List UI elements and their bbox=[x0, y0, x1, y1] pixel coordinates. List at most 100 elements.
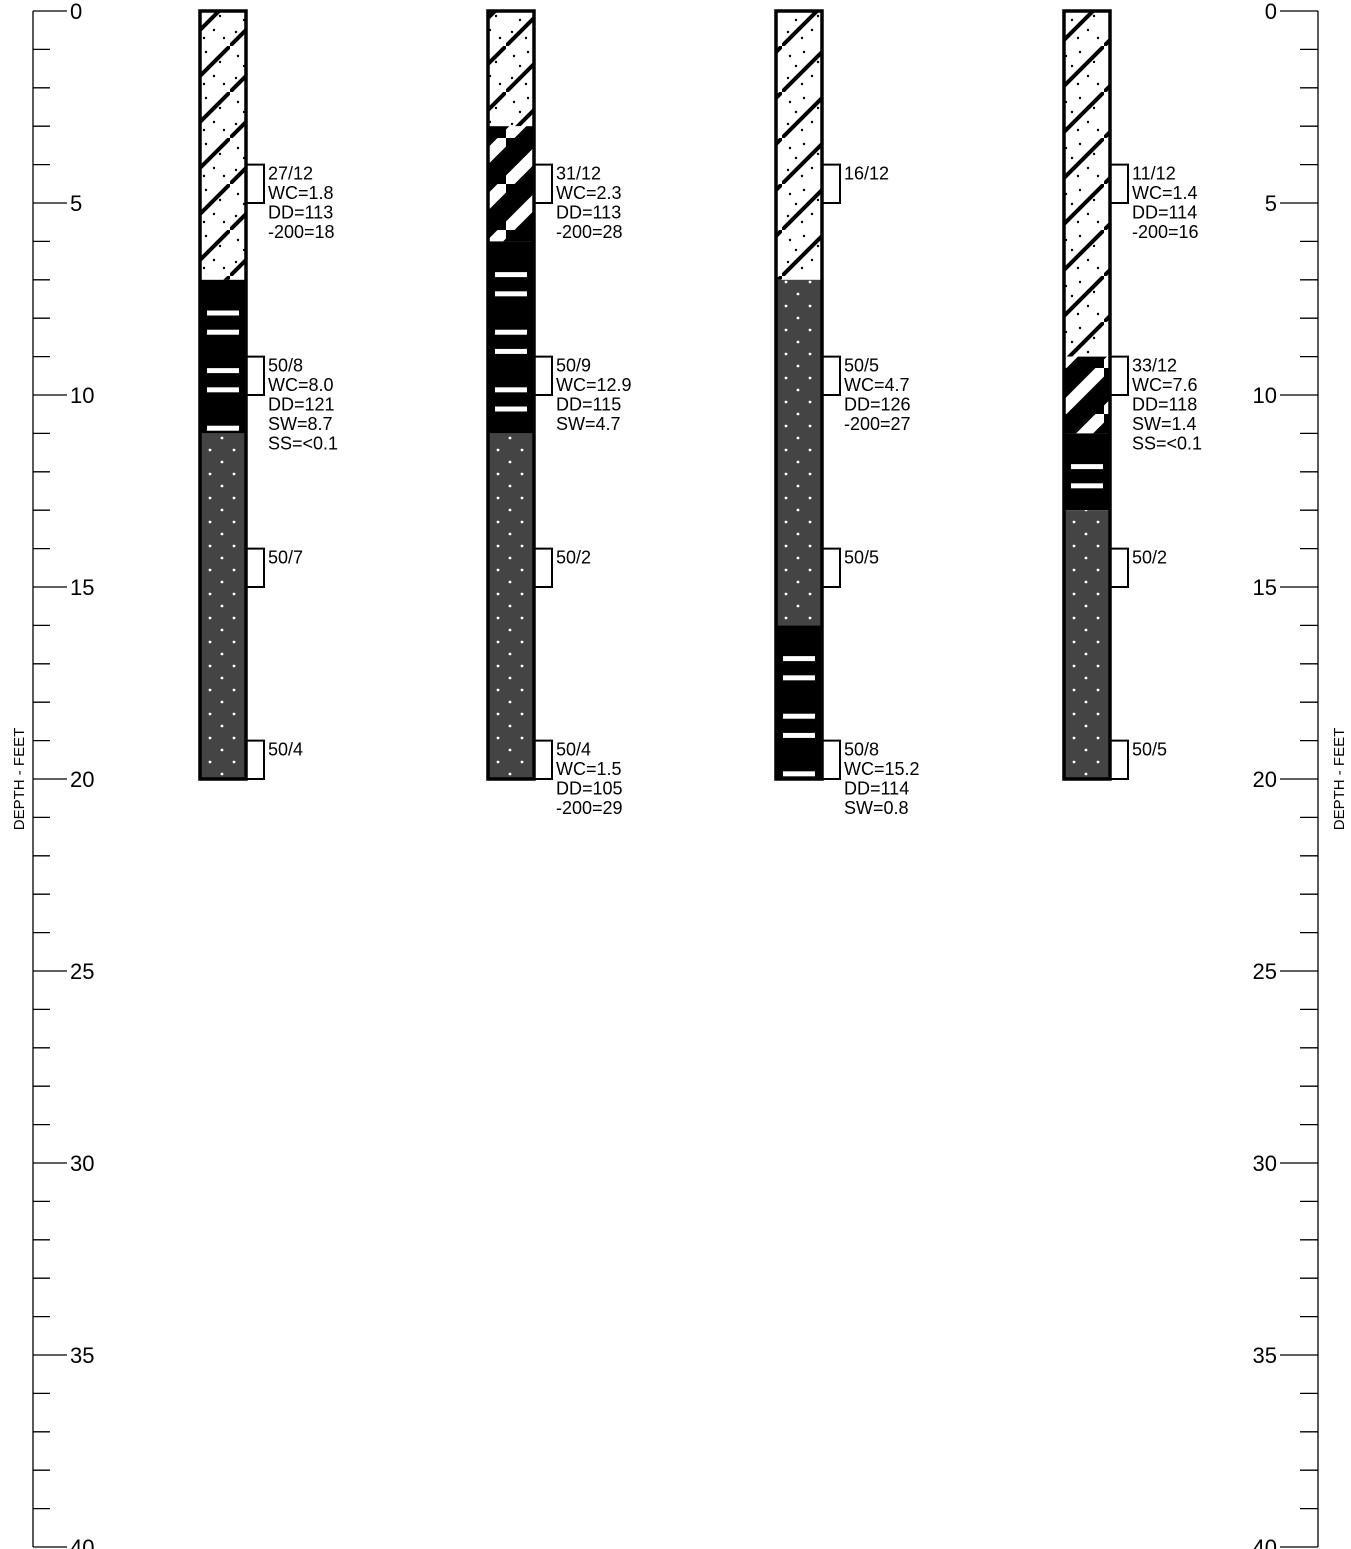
sample-bracket bbox=[822, 163, 841, 204]
tick-label-right: 5 bbox=[1265, 191, 1277, 216]
tick-label-right: 40 bbox=[1253, 1535, 1277, 1549]
blow-count-label: 50/4 bbox=[268, 740, 303, 760]
banding-bar bbox=[783, 713, 815, 719]
blow-count-label: 50/9 bbox=[556, 356, 591, 376]
tick-label-left: 15 bbox=[70, 575, 94, 600]
tick-label-right: 30 bbox=[1253, 1151, 1277, 1176]
banding-bar bbox=[207, 368, 239, 374]
lab-test-label: DD=113 bbox=[556, 203, 621, 223]
soil-layer-black-banded bbox=[1064, 433, 1110, 511]
soil-layer-hatch-dotted bbox=[200, 11, 246, 280]
soil-layer-hatch-dotted bbox=[776, 11, 822, 280]
lab-test-label: WC=1.8 bbox=[268, 183, 334, 203]
sample-bracket bbox=[246, 547, 265, 588]
banding-bar bbox=[207, 329, 239, 335]
sample-bracket bbox=[822, 547, 841, 588]
lab-test-label: WC=1.4 bbox=[1132, 183, 1198, 203]
tick-label-left: 5 bbox=[70, 191, 82, 216]
soil-layer-black-banded bbox=[200, 279, 246, 434]
tick-label-right: 0 bbox=[1265, 0, 1277, 24]
tick-label-left: 10 bbox=[70, 383, 94, 408]
lab-test-label: WC=1.5 bbox=[556, 759, 622, 779]
lab-test-label: SS=<0.1 bbox=[268, 434, 338, 454]
banding-bar bbox=[207, 310, 239, 316]
banding-bar bbox=[1071, 464, 1103, 470]
lab-test-label: -200=18 bbox=[268, 222, 335, 242]
sample-bracket bbox=[1110, 163, 1129, 204]
lab-test-label: -200=28 bbox=[556, 222, 623, 242]
tick-label-left: 25 bbox=[70, 959, 94, 984]
blow-count-label: 31/12 bbox=[556, 164, 601, 184]
soil-layer-hatch-solid bbox=[1064, 356, 1110, 434]
lab-test-label: SW=4.7 bbox=[556, 414, 621, 434]
sample-bracket bbox=[534, 355, 553, 396]
lab-test-label: WC=2.3 bbox=[556, 183, 622, 203]
tick-label-right: 35 bbox=[1253, 1343, 1277, 1368]
banding-bar bbox=[207, 425, 239, 431]
soil-layer-hatch-solid bbox=[488, 126, 534, 242]
blow-count-label: 50/4 bbox=[556, 740, 591, 760]
banding-bar bbox=[207, 387, 239, 393]
sample-bracket bbox=[534, 739, 553, 780]
soil-layer-black-banded bbox=[488, 241, 534, 434]
lab-test-label: WC=12.9 bbox=[556, 375, 632, 395]
blow-count-label: 50/5 bbox=[1132, 740, 1167, 760]
lab-test-label: SW=8.7 bbox=[268, 414, 333, 434]
lab-test-label: DD=121 bbox=[268, 395, 335, 415]
axis-title-left: DEPTH - FEET bbox=[11, 728, 28, 831]
tick-label-right: 20 bbox=[1253, 767, 1277, 792]
lab-test-label: DD=114 bbox=[844, 779, 909, 799]
banding-bar bbox=[495, 272, 527, 278]
tick-label-left: 30 bbox=[70, 1151, 94, 1176]
banding-bar bbox=[783, 732, 815, 738]
axis-title-right: DEPTH - FEET bbox=[1331, 728, 1348, 831]
sample-bracket bbox=[822, 739, 841, 780]
sample-bracket bbox=[1110, 739, 1129, 780]
sample-bracket bbox=[1110, 355, 1129, 396]
banding-bar bbox=[1071, 483, 1103, 489]
tick-label-left: 35 bbox=[70, 1343, 94, 1368]
lab-test-label: -200=29 bbox=[556, 798, 623, 818]
banding-bar bbox=[495, 329, 527, 335]
borings: 27/12WC=1.8DD=113-200=1850/8WC=8.0DD=121… bbox=[198, 9, 1202, 818]
tick-label-right: 15 bbox=[1253, 575, 1277, 600]
blow-count-label: 50/8 bbox=[844, 740, 879, 760]
lab-test-label: WC=8.0 bbox=[268, 375, 334, 395]
sample-bracket bbox=[246, 739, 265, 780]
lab-test-label: DD=126 bbox=[844, 395, 911, 415]
soil-layer-hatch-dotted bbox=[1064, 11, 1110, 357]
lab-test-label: WC=15.2 bbox=[844, 759, 920, 779]
sample-bracket bbox=[822, 355, 841, 396]
blow-count-label: 11/12 bbox=[1132, 164, 1176, 184]
lab-test-label: SW=0.8 bbox=[844, 798, 909, 818]
sample-bracket bbox=[534, 547, 553, 588]
lab-test-label: DD=105 bbox=[556, 779, 623, 799]
banding-bar bbox=[495, 406, 527, 412]
soil-layer-gray-dotted bbox=[776, 279, 822, 626]
blow-count-label: 50/8 bbox=[268, 356, 303, 376]
lab-test-label: DD=113 bbox=[268, 203, 333, 223]
lab-test-label: WC=7.6 bbox=[1132, 375, 1198, 395]
lab-test-label: DD=114 bbox=[1132, 203, 1197, 223]
soil-layer-hatch-dotted bbox=[488, 11, 534, 127]
banding-bar bbox=[783, 656, 815, 662]
boring-column-3: 16/1250/5WC=4.7DD=126-200=2750/550/8WC=1… bbox=[774, 9, 920, 818]
tick-label-left: 0 bbox=[70, 0, 82, 24]
lab-test-label: DD=115 bbox=[556, 395, 621, 415]
tick-label-right: 25 bbox=[1253, 959, 1277, 984]
lab-test-label: SS=<0.1 bbox=[1132, 434, 1202, 454]
banding-bar bbox=[783, 675, 815, 681]
depth-axis-right: 0 5 10 15 20 25 30 35 40 DEPTH - FEET bbox=[1253, 0, 1348, 1549]
blow-count-label: 50/5 bbox=[844, 356, 879, 376]
lab-test-label: -200=16 bbox=[1132, 222, 1199, 242]
tick-label-left: 40 bbox=[70, 1535, 94, 1549]
blow-count-label: 50/2 bbox=[1132, 548, 1167, 568]
sample-bracket bbox=[534, 163, 553, 204]
blow-count-label: 50/2 bbox=[556, 548, 591, 568]
banding-bar bbox=[495, 291, 527, 297]
soil-layer-gray-dotted bbox=[488, 433, 534, 779]
soil-layer-gray-dotted bbox=[1064, 510, 1110, 779]
blow-count-label: 33/12 bbox=[1132, 356, 1177, 376]
